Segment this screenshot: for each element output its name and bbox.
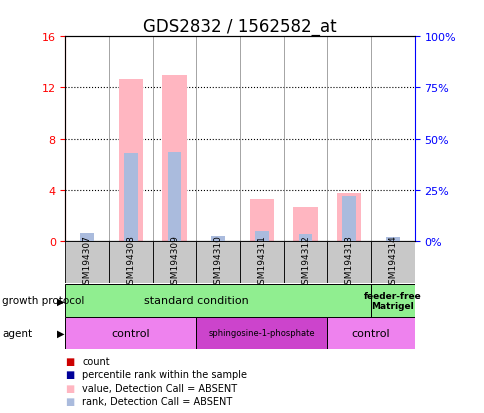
Text: sphingosine-1-phosphate: sphingosine-1-phosphate xyxy=(208,328,315,337)
Text: GSM194314: GSM194314 xyxy=(388,235,396,290)
Bar xyxy=(152,242,196,283)
Text: GSM194311: GSM194311 xyxy=(257,235,266,290)
Text: agent: agent xyxy=(2,328,32,338)
Bar xyxy=(336,193,361,242)
Bar xyxy=(370,285,414,317)
Text: GSM194313: GSM194313 xyxy=(344,235,353,290)
Text: ▶: ▶ xyxy=(57,296,64,306)
Bar xyxy=(109,242,152,283)
Text: GSM194312: GSM194312 xyxy=(301,235,309,290)
Bar xyxy=(370,242,414,283)
Text: feeder-free
Matrigel: feeder-free Matrigel xyxy=(363,291,421,310)
Text: ■: ■ xyxy=(65,356,75,366)
Text: GSM194309: GSM194309 xyxy=(170,235,179,290)
Text: rank, Detection Call = ABSENT: rank, Detection Call = ABSENT xyxy=(82,396,232,406)
Text: standard condition: standard condition xyxy=(144,296,248,306)
Bar xyxy=(196,242,240,283)
Text: ■: ■ xyxy=(65,383,75,393)
Text: ■: ■ xyxy=(65,396,75,406)
Bar xyxy=(65,285,370,317)
Text: ■: ■ xyxy=(65,370,75,380)
Text: ▶: ▶ xyxy=(57,328,64,338)
Text: growth protocol: growth protocol xyxy=(2,296,85,306)
Text: control: control xyxy=(111,328,150,338)
Bar xyxy=(119,79,143,242)
Bar xyxy=(211,237,225,242)
Bar xyxy=(293,207,317,242)
Bar xyxy=(124,154,137,242)
Text: count: count xyxy=(82,356,110,366)
Text: GSM194307: GSM194307 xyxy=(83,235,91,290)
Text: GSM194308: GSM194308 xyxy=(126,235,135,290)
Bar xyxy=(327,317,414,349)
Bar xyxy=(283,242,327,283)
Text: control: control xyxy=(351,328,390,338)
Title: GDS2832 / 1562582_at: GDS2832 / 1562582_at xyxy=(143,18,336,36)
Bar xyxy=(162,76,186,242)
Bar xyxy=(167,153,181,242)
Bar xyxy=(65,242,109,283)
Bar xyxy=(240,242,283,283)
Bar xyxy=(327,242,370,283)
Bar xyxy=(255,231,268,242)
Bar xyxy=(249,199,273,242)
Text: GSM194310: GSM194310 xyxy=(213,235,222,290)
Text: value, Detection Call = ABSENT: value, Detection Call = ABSENT xyxy=(82,383,237,393)
Bar xyxy=(385,237,399,242)
Bar xyxy=(342,197,355,242)
Bar xyxy=(298,235,312,242)
Bar xyxy=(80,233,94,242)
Bar xyxy=(65,317,196,349)
Text: percentile rank within the sample: percentile rank within the sample xyxy=(82,370,247,380)
Bar xyxy=(196,317,327,349)
